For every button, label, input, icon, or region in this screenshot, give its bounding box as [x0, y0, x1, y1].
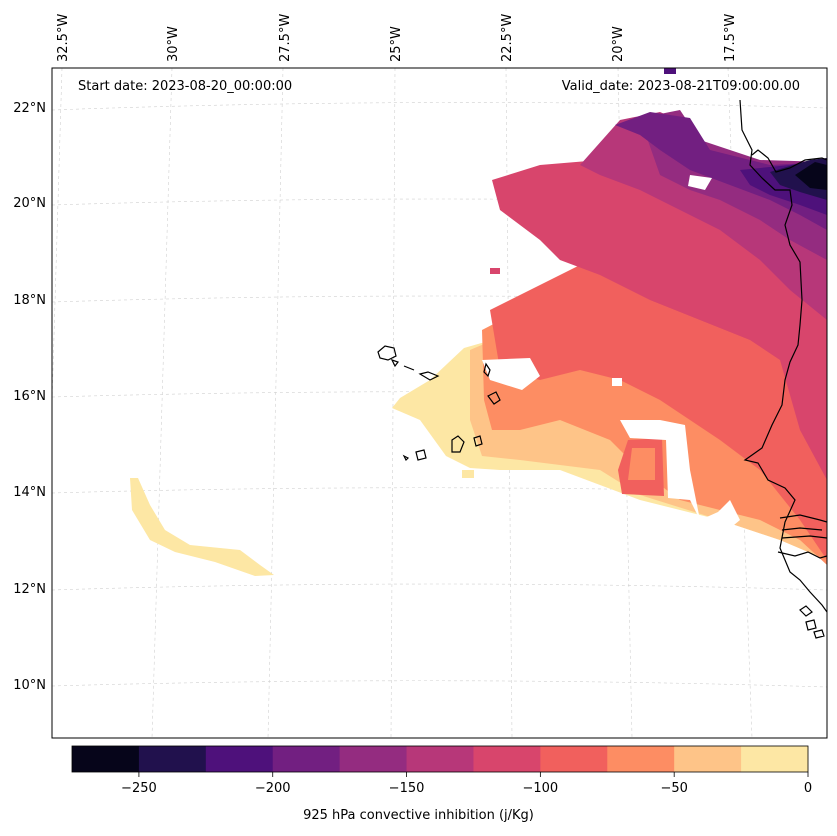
valid-date-annotation: Valid_date: 2023-08-21T09:00:00.00: [562, 79, 800, 94]
lon-label: 32.5°W: [56, 14, 71, 62]
lat-label: 12°N: [13, 582, 46, 597]
colorbar-swatch: [138, 746, 207, 772]
meridian-27-5w: [267, 68, 284, 738]
lat-label: 20°N: [13, 196, 46, 211]
colorbar-swatch: [741, 746, 809, 772]
cin-bit-1: [490, 268, 500, 274]
cape-verde-sao-nicolau: [403, 365, 415, 371]
colorbar-tick-label: −100: [523, 781, 559, 796]
meridian-30w: [151, 68, 173, 738]
cape-verde-boa-vista: [483, 362, 491, 378]
cin-gap-center: [482, 358, 540, 390]
lon-label: 30°W: [166, 26, 181, 62]
meridian-17-5w: [727, 68, 753, 738]
colorbar-tick-label: −250: [121, 781, 157, 796]
gambia-outline: [781, 527, 827, 539]
lon-label: 27.5°W: [278, 14, 293, 62]
cin-gap-north: [688, 175, 712, 190]
parallel-20n: [52, 198, 827, 206]
start-date-annotation: Start date: 2023-08-20_00:00:00: [78, 79, 292, 94]
meridian-22-5w: [505, 68, 513, 738]
cape-verde-brava: [415, 449, 427, 461]
parallel-16n: [52, 391, 827, 399]
colorbar-swatch: [674, 746, 742, 772]
cape-verde-sao-vicente: [390, 358, 399, 368]
guinea-bissau-coast: [777, 551, 827, 559]
cin-level-below-minus-250: [795, 162, 827, 190]
lat-label: 16°N: [13, 389, 46, 404]
colorbar-swatch: [406, 746, 474, 772]
senegal-river-outline: [779, 514, 827, 523]
colorbar-tick-label: −200: [255, 781, 291, 796]
colorbar-label: 925 hPa convective inhibition (j/Kg): [303, 808, 534, 823]
cin-level-minus-200-to-minus-175: [615, 112, 827, 230]
lat-label: 22°N: [13, 101, 46, 116]
cape-verde-maio: [487, 391, 501, 405]
meridian-20w: [617, 68, 633, 738]
colorbar-tick-label: −150: [389, 781, 425, 796]
cape-verde-santiago: [451, 435, 465, 453]
colorbar-swatch: [205, 746, 274, 772]
colorbar-swatch: [272, 746, 341, 772]
colorbar-tick-label: −50: [660, 781, 687, 796]
cape-verde-fogo: [473, 435, 483, 447]
cin-small-patch: [664, 68, 676, 74]
meridian-25w: [390, 68, 396, 738]
colorbar-swatch: [72, 746, 140, 772]
cin-gap-east: [620, 420, 740, 540]
parallel-10n: [52, 680, 827, 688]
africa-coastline: [739, 99, 827, 613]
parallel-14n: [52, 487, 827, 495]
cin-bit-2: [462, 470, 474, 478]
colorbar-swatches: [72, 746, 809, 772]
latitude-labels: 22°N 20°N 18°N 16°N 14°N 12°N 10°N: [13, 101, 46, 693]
lat-label: 14°N: [13, 485, 46, 500]
colorbar-tick-label: 0: [804, 781, 812, 796]
parallel-12n: [52, 583, 827, 591]
coastlines: [377, 99, 827, 639]
map-gridlines: [52, 68, 827, 738]
lon-label: 22.5°W: [500, 14, 515, 62]
cin-streak-southwest: [130, 478, 274, 576]
cin-patch-south-inner: [628, 448, 655, 480]
cape-verde-sal-boavista: [418, 371, 440, 381]
lat-label: 18°N: [13, 293, 46, 308]
cin-gap-small: [612, 378, 622, 386]
bijagos-islands: [799, 605, 825, 639]
lon-label: 17.5°W: [723, 14, 738, 62]
longitude-labels: 32.5°W 30°W 27.5°W 25°W 22.5°W 20°W 17.5…: [56, 14, 738, 62]
map-axes-frame: [51, 67, 828, 739]
colorbar-ticks: −250 −200 −150 −100 −50 0: [121, 772, 812, 796]
lat-label: 10°N: [13, 678, 46, 693]
parallel-18n: [52, 295, 827, 303]
lon-label: 20°W: [611, 26, 626, 62]
africa-coast-north: [751, 149, 827, 173]
colorbar-swatch: [473, 746, 541, 772]
cin-level-minus-150-to-minus-125: [580, 112, 827, 320]
colorbar-swatch: [607, 746, 675, 772]
cape-verde-islet: [402, 454, 410, 462]
parallel-22n: [52, 102, 827, 111]
colorbar-swatch: [540, 746, 608, 772]
cape-verde-santo-antao: [377, 345, 397, 361]
lon-label: 25°W: [389, 26, 404, 62]
colorbar-swatch: [339, 746, 408, 772]
cin-field: [130, 68, 827, 576]
colorbar-frame: [71, 745, 809, 773]
colorbar: −250 −200 −150 −100 −50 0: [71, 745, 812, 796]
